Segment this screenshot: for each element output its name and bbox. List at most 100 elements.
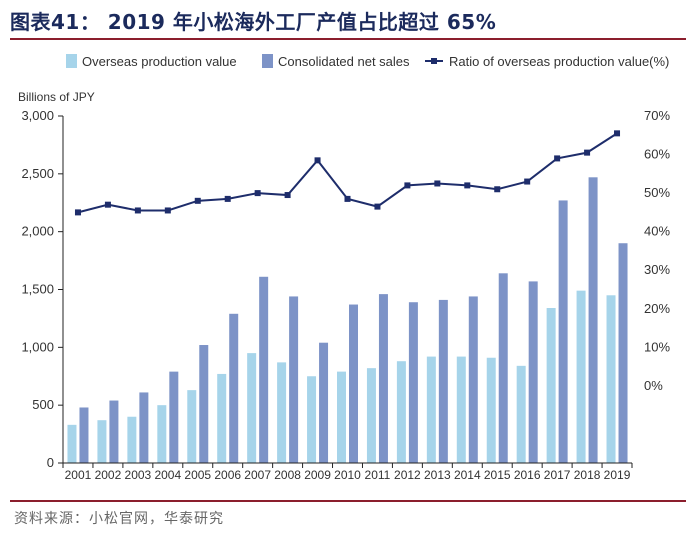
ratio-point-2008: [284, 192, 291, 199]
bar-overseas-2004: [157, 405, 167, 463]
y2-tick-label: 30%: [644, 262, 670, 277]
ratio-point-2001: [74, 209, 81, 216]
y2-tick-label: 40%: [644, 224, 670, 239]
bar-overseas-2017: [546, 308, 556, 463]
bar-overseas-2013: [426, 356, 436, 463]
source-rule: [10, 500, 686, 502]
bar-overseas-2016: [516, 365, 526, 463]
x-tick-label-2007: 2007: [244, 468, 271, 482]
x-tick-label-2001: 2001: [65, 468, 92, 482]
bar-overseas-2010: [337, 371, 346, 463]
ratio-point-2002: [104, 201, 111, 208]
ratio-point-2018: [584, 149, 591, 156]
bar-overseas-2008: [277, 362, 287, 463]
figure-title: 图表41： 2019 年小松海外工厂产值占比超过 65%: [10, 10, 497, 34]
bar-consolidated-2014: [468, 296, 478, 463]
x-tick-label-2002: 2002: [95, 468, 122, 482]
y2-tick-label: 20%: [644, 301, 670, 316]
y-axis-left: 0 500 1,000 1,500 2,000 2,500 3,000: [21, 108, 63, 470]
bar-consolidated-2018: [588, 177, 598, 463]
bar-overseas-2011: [366, 368, 376, 463]
ratio-series: [74, 130, 621, 216]
x-tick-label-2008: 2008: [274, 468, 301, 482]
legend-label-overseas: Overseas production value: [82, 54, 237, 69]
ratio-point-2011: [374, 203, 381, 210]
x-tick-label-2005: 2005: [184, 468, 211, 482]
y-axis-title: Billions of JPY: [18, 90, 95, 104]
x-tick-label-2014: 2014: [454, 468, 481, 482]
ratio-point-2013: [434, 180, 441, 187]
ratio-point-2004: [164, 207, 171, 214]
bar-consolidated-2016: [528, 281, 538, 463]
x-tick-label-2018: 2018: [574, 468, 601, 482]
y-tick-label: 2,000: [21, 224, 54, 239]
ratio-point-2003: [134, 207, 141, 214]
bar-consolidated-2008: [289, 296, 299, 463]
ratio-point-2017: [554, 155, 561, 162]
bar-consolidated-2006: [229, 313, 239, 463]
ratio-point-2014: [464, 182, 471, 189]
bar-consolidated-2013: [438, 299, 448, 463]
y-tick-label: 1,500: [21, 282, 54, 297]
bar-overseas-2005: [187, 390, 197, 463]
bar-consolidated-2004: [169, 371, 179, 463]
ratio-point-2019: [614, 130, 621, 137]
source-note: 资料来源：小松官网，华泰研究: [14, 511, 224, 527]
legend-swatch-consolidated: [262, 54, 273, 68]
title-rule: [10, 38, 686, 40]
x-tick-label-2011: 2011: [365, 468, 391, 482]
x-tick-label-2016: 2016: [514, 468, 541, 482]
x-axis: 2001 2002 2003 2004 2005 2006 2007 2008 2009 2010…: [62, 463, 633, 482]
y2-tick-label: 60%: [644, 147, 670, 162]
legend-label-consolidated: Consolidated net sales: [278, 54, 410, 69]
bar-overseas-2006: [217, 373, 227, 463]
x-tick-label-2012: 2012: [394, 468, 421, 482]
bar-overseas-2019: [606, 295, 616, 463]
bar-consolidated-2019: [618, 243, 628, 463]
bar-consolidated-2005: [199, 345, 209, 463]
x-tick-label-2009: 2009: [304, 468, 331, 482]
bar-overseas-2015: [486, 357, 496, 463]
y-tick-label: 2,500: [21, 166, 54, 181]
legend: Overseas production value Consolidated n…: [66, 54, 669, 69]
bar-overseas-2007: [247, 353, 257, 463]
x-tick-label-2006: 2006: [214, 468, 241, 482]
ratio-point-2005: [194, 197, 201, 204]
legend-swatch-overseas: [66, 54, 77, 68]
bar-consolidated-2015: [498, 273, 508, 463]
x-tick-label-2019: 2019: [604, 468, 631, 482]
y2-tick-label: 70%: [644, 108, 670, 123]
ratio-point-2007: [254, 190, 261, 197]
bar-overseas-2001: [67, 424, 77, 463]
bar-consolidated-2002: [109, 400, 119, 463]
bar-overseas-2002: [97, 420, 107, 463]
x-tick-label-2013: 2013: [424, 468, 451, 482]
ratio-point-2010: [344, 195, 351, 202]
y2-tick-label: 10%: [644, 339, 670, 354]
y-tick-label: 0: [47, 455, 54, 470]
x-tick-label-2004: 2004: [154, 468, 181, 482]
ratio-point-2016: [524, 178, 531, 185]
bar-overseas-2012: [396, 361, 406, 463]
legend-marker-ratio: [431, 58, 437, 64]
bar-consolidated-2017: [558, 200, 568, 464]
y-axis-right: 0% 10% 20% 30% 40% 50% 60% 70%: [644, 108, 670, 393]
bar-consolidated-2011: [378, 294, 388, 463]
ratio-point-2006: [224, 195, 231, 202]
y-tick-label: 500: [32, 397, 54, 412]
x-tick-label-2017: 2017: [544, 468, 571, 482]
bar-overseas-2009: [307, 376, 317, 463]
x-tick-label-2015: 2015: [484, 468, 511, 482]
y2-tick-label: 50%: [644, 185, 670, 200]
ratio-point-2015: [494, 186, 501, 193]
bar-overseas-2018: [576, 290, 586, 463]
bar-overseas-2014: [456, 356, 466, 463]
x-tick-label-2003: 2003: [125, 468, 152, 482]
bar-consolidated-2003: [139, 392, 149, 463]
bar-consolidated-2001: [79, 407, 89, 463]
bar-consolidated-2007: [259, 276, 269, 463]
ratio-point-2009: [314, 157, 321, 164]
y-tick-label: 3,000: [21, 108, 54, 123]
bar-consolidated-2010: [349, 304, 358, 463]
y2-tick-label: 0%: [644, 378, 663, 393]
